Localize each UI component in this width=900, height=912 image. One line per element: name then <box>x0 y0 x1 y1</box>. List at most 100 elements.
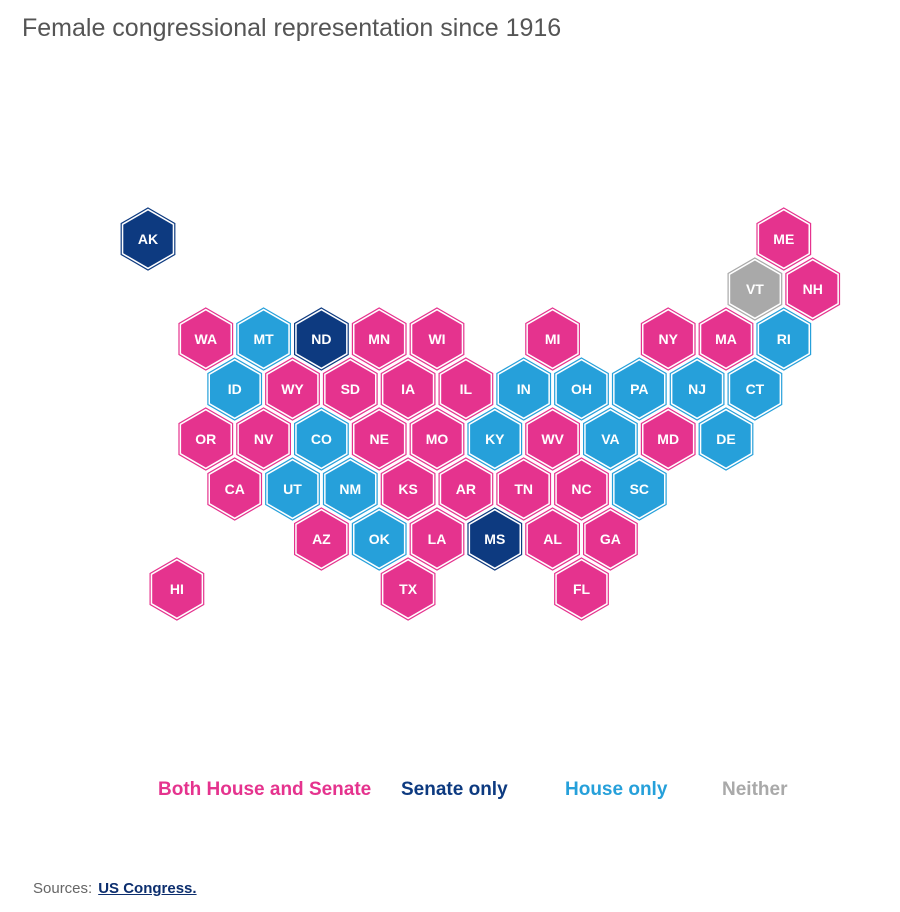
state-hex <box>470 510 520 568</box>
state-label: OK <box>369 531 390 547</box>
state-tile-md: MD <box>640 407 696 471</box>
state-hex-outline <box>582 407 638 471</box>
state-label: GA <box>600 531 621 547</box>
state-tile-ca: CA <box>207 457 263 521</box>
state-hex-outline <box>351 407 407 471</box>
legend-house-only: House only <box>565 779 668 800</box>
state-label: NC <box>571 481 591 497</box>
sources-link[interactable]: US Congress. <box>98 880 197 897</box>
state-hex-outline <box>698 307 754 371</box>
state-hex-outline <box>380 557 436 621</box>
state-hex <box>672 360 722 418</box>
state-hex-outline <box>727 257 783 321</box>
state-tile-co: CO <box>294 407 349 471</box>
state-label: WI <box>428 331 445 347</box>
state-label: WV <box>541 431 564 447</box>
state-hex-outline <box>294 307 349 371</box>
state-hex <box>383 360 433 418</box>
state-tile-ct: CT <box>727 357 783 421</box>
state-hex <box>556 460 607 518</box>
state-label: SC <box>630 481 649 497</box>
state-tile-ut: UT <box>265 457 320 521</box>
state-hex-outline <box>698 407 754 471</box>
state-hex <box>499 360 549 418</box>
state-label: NJ <box>688 381 706 397</box>
state-tile-wy: WY <box>265 357 320 421</box>
state-hex-outline <box>756 207 812 271</box>
chart-title: Female congressional representation sinc… <box>22 14 562 42</box>
state-hex-outline <box>467 407 523 471</box>
state-hex <box>556 360 607 418</box>
state-label: NY <box>658 331 678 347</box>
state-hex <box>585 410 636 468</box>
state-hex <box>730 360 780 418</box>
state-label: CT <box>746 381 765 397</box>
state-hex-outline <box>611 457 667 521</box>
state-hex-outline <box>294 507 349 571</box>
state-hex-outline <box>236 407 291 471</box>
state-hex <box>701 410 751 468</box>
state-tile-ny: NY <box>640 307 696 371</box>
state-tile-de: DE <box>698 407 754 471</box>
state-hex-outline <box>582 507 638 571</box>
state-tile-hi: HI <box>149 557 205 621</box>
state-tile-nv: NV <box>236 407 291 471</box>
state-hex-outline <box>322 357 378 421</box>
state-hex-outline <box>554 457 609 521</box>
state-hex-outline <box>525 307 581 371</box>
state-tile-mt: MT <box>236 307 291 371</box>
state-label: ND <box>311 331 331 347</box>
state-tile-nm: NM <box>322 457 378 521</box>
state-hex <box>759 210 809 268</box>
state-tile-nj: NJ <box>669 357 725 421</box>
state-hex-outline <box>409 507 465 571</box>
state-tile-vt: VT <box>727 257 783 321</box>
state-tile-mi: MI <box>525 307 581 371</box>
state-hex-outline <box>525 507 581 571</box>
state-label: LA <box>428 531 447 547</box>
state-label: TX <box>399 581 418 597</box>
state-hex-outline <box>438 357 494 421</box>
state-label: MO <box>426 431 449 447</box>
state-hex <box>238 310 289 368</box>
state-hex-outline <box>640 407 696 471</box>
state-hex-outline <box>236 307 291 371</box>
state-hex <box>585 510 636 568</box>
state-label: PA <box>630 381 648 397</box>
state-label: AL <box>543 531 562 547</box>
state-hex <box>614 460 664 518</box>
state-hex-outline <box>785 257 841 321</box>
state-tile-ak: AK <box>120 207 176 271</box>
state-tile-nd: ND <box>294 307 349 371</box>
state-hex-outline <box>351 307 407 371</box>
state-hex <box>238 410 289 468</box>
state-hex <box>296 410 347 468</box>
state-label: UT <box>283 481 302 497</box>
state-hex-outline <box>294 407 349 471</box>
state-hex <box>527 410 578 468</box>
state-label: WY <box>281 381 304 397</box>
state-tile-al: AL <box>525 507 581 571</box>
state-tile-ms: MS <box>467 507 523 571</box>
state-hex <box>181 410 231 468</box>
state-tile-mn: MN <box>351 307 407 371</box>
state-hex <box>210 360 260 418</box>
state-hex <box>441 360 491 418</box>
state-label: KY <box>485 431 505 447</box>
sources-label: Sources: <box>33 880 93 897</box>
state-hex-outline <box>554 357 609 421</box>
state-hex-outline <box>727 357 783 421</box>
state-hex <box>267 360 318 418</box>
state-tile-ia: IA <box>380 357 436 421</box>
state-hex <box>383 460 433 518</box>
state-tile-nc: NC <box>554 457 609 521</box>
state-hex <box>267 460 318 518</box>
legend-neither: Neither <box>722 779 788 800</box>
state-tile-or: OR <box>178 407 234 471</box>
state-label: MA <box>715 331 737 347</box>
state-hex <box>412 410 462 468</box>
state-hex-outline <box>525 407 581 471</box>
state-hex <box>354 310 404 368</box>
state-hex <box>325 360 375 418</box>
sources-line: Sources: US Congress. <box>33 880 197 897</box>
